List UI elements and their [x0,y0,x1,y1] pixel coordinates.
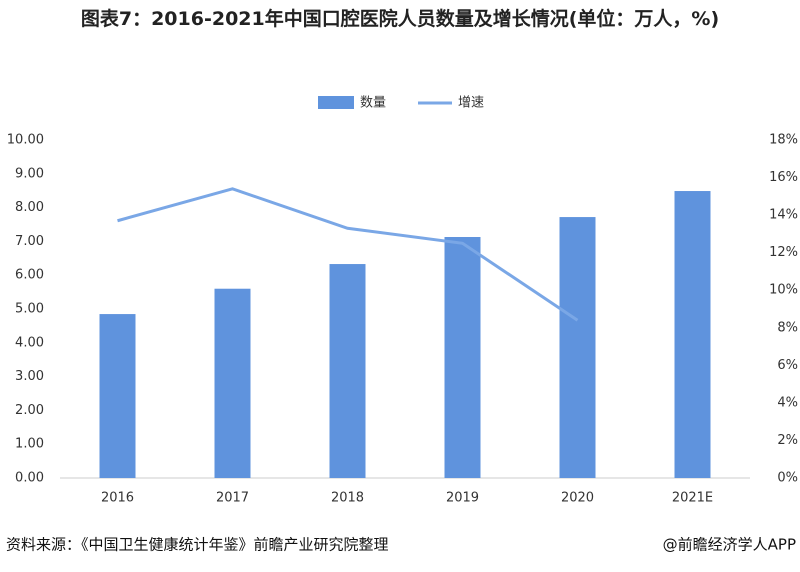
x-tick-label: 2017 [216,491,249,506]
y-tick-label: 6.00 [15,268,44,283]
y2-tick-label: 12% [769,245,798,260]
x-tick-label: 2020 [561,491,594,506]
y2-tick-label: 2% [777,433,798,448]
legend-label: 增速 [458,96,484,111]
y-tick-label: 9.00 [15,166,44,181]
y2-tick-label: 10% [769,283,798,298]
y-tick-label: 0.00 [15,471,44,486]
y2-tick-label: 4% [777,395,798,410]
x-tick-label: 2018 [331,491,364,506]
source: 资料来源：《中国卫生健康统计年鉴》前瞻产业研究院整理 [6,536,389,554]
legend-label: 数量 [360,96,386,111]
y-tick-label: 7.00 [15,234,44,249]
chart-title: 图表7：2016-2021年中国口腔医院人员数量及增长情况(单位：万人，%) [80,8,720,30]
credit: @前瞻经济学人APP [663,536,796,554]
x-tick-label: 2016 [101,491,134,506]
bar [674,191,711,478]
x-tick-label: 2019 [446,491,479,506]
bar [559,217,596,478]
y-tick-label: 2.00 [15,403,44,418]
y2-tick-label: 0% [777,471,798,486]
y2-tick-label: 6% [777,358,798,373]
y-tick-label: 8.00 [15,200,44,215]
bar [329,264,366,478]
y2-tick-label: 14% [769,208,798,223]
bar [214,288,251,478]
line [117,187,579,322]
bar [99,314,136,478]
y2-tick-label: 8% [777,320,798,335]
y-tick-label: 1.00 [15,437,44,452]
x-tick-label: 2021E [672,491,713,506]
y-tick-label: 4.00 [15,335,44,350]
y-tick-label: 10.00 [7,133,44,148]
bar [444,237,481,478]
legend-swatch [318,96,354,109]
y2-tick-label: 16% [769,170,798,185]
y-tick-label: 5.00 [15,302,44,317]
y2-tick-label: 18% [769,133,798,148]
y-tick-label: 3.00 [15,369,44,384]
